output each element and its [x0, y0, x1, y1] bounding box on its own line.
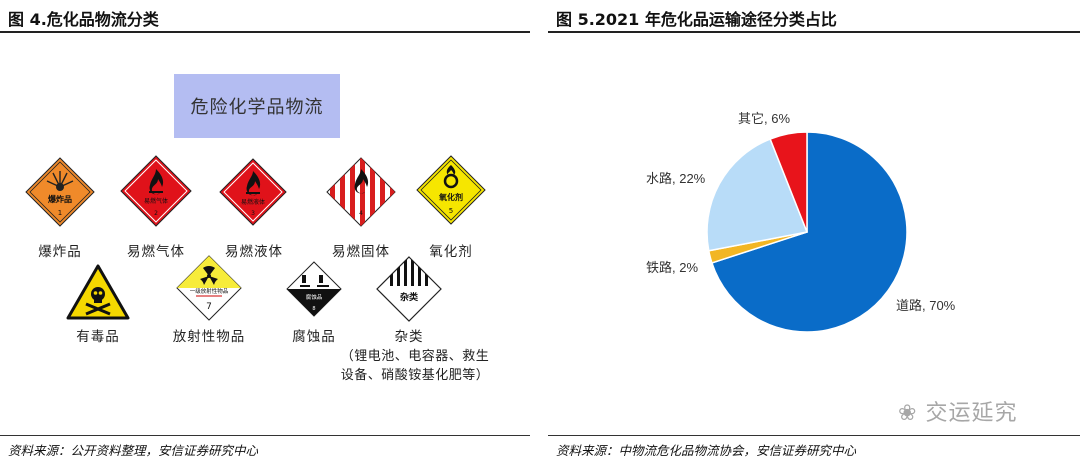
oxidizer-label: 氧化剂 — [429, 244, 473, 260]
corrosive-sign-number: 8 — [312, 306, 315, 312]
top-rule — [0, 31, 530, 33]
trefoil-icon — [200, 266, 218, 285]
oxidizer-sign-icon: 氧化剂 5 — [416, 155, 486, 225]
pie-slice-road — [710, 131, 908, 333]
figure-5-source: 资料来源：中物流危化品物流协会，安信证券研究中心 — [556, 443, 857, 458]
flammable-liquid-label: 易燃液体 — [225, 244, 283, 260]
flammable-gas-label: 易燃气体 — [127, 244, 185, 260]
flammable-gas-sign-number: 2 — [154, 210, 158, 217]
hazmat-logistics-header: 危险化学品物流 — [174, 74, 340, 138]
wechat-watermark: ❀ 交运延究 — [898, 395, 1017, 427]
miscellaneous-note: （锂电池、电容器、救生 设备、硝酸铵基化肥等） — [300, 347, 530, 385]
pie-slice-other — [769, 131, 808, 233]
watermark-text: 交运延究 — [925, 401, 1018, 426]
figure-5-title: 图 5.2021 年危化品运输途径分类占比 — [556, 10, 837, 29]
toxic-label: 有毒品 — [76, 329, 120, 345]
flammable-gas-sign-text: 易燃气体 — [144, 197, 168, 205]
top-rule — [548, 31, 1080, 33]
miscellaneous-note-line2: 设备、硝酸铵基化肥等） — [340, 368, 490, 383]
radioactive-sign-number: 7 — [206, 302, 212, 312]
pie-slice-water — [706, 138, 809, 252]
miscellaneous-note-line1: （锂电池、电容器、救生 — [340, 349, 490, 364]
bottom-rule — [548, 435, 1080, 436]
pie-chart — [706, 131, 908, 333]
radioactive-label: 放射性物品 — [172, 329, 246, 345]
oxidizer-sign-text: 氧化剂 — [438, 192, 463, 202]
wechat-icon: ❀ — [898, 401, 918, 426]
figure-4-panel: 图 4.危化品物流分类 危险化学品物流 爆炸品 1 爆炸品 易燃气体 2 — [0, 0, 530, 463]
flammable-liquid-sign-text: 易燃液体 — [241, 198, 265, 206]
figure-4-source: 资料来源：公开资料整理，安信证券研究中心 — [8, 443, 259, 458]
flame-over-circle-icon — [443, 173, 459, 189]
pie-label-rail: 铁路, 2% — [646, 260, 699, 275]
flammable-solid-sign-number: 4 — [359, 210, 363, 217]
skull-crossbones-icon — [85, 287, 111, 316]
explosives-sign-icon: 爆炸品 1 — [25, 157, 95, 227]
corrosive-sign-text: 腐蚀品 — [306, 293, 323, 301]
radioactive-sign-text: 一级放射性物品 — [190, 287, 229, 295]
miscellaneous-sign-icon: 杂类 — [376, 256, 442, 322]
corrosive-sign-icon: 腐蚀品 8 — [286, 261, 342, 317]
explosives-sign-number: 1 — [58, 209, 62, 217]
radioactive-sign-icon: 一级放射性物品 7 — [176, 255, 242, 321]
flame-icon — [149, 169, 164, 195]
figure-5-panel: 图 5.2021 年危化品运输途径分类占比 其它, 6% 水路, 22% 铁路,… — [548, 0, 1080, 463]
corrosion-icon — [300, 275, 329, 287]
explosives-label: 爆炸品 — [38, 244, 82, 260]
flammable-solid-label: 易燃固体 — [332, 244, 390, 260]
flammable-liquid-sign-number: 3 — [251, 210, 255, 217]
pie-label-other: 其它, 6% — [738, 111, 791, 126]
explosives-sign-diamond — [25, 157, 95, 227]
flammable-solid-sign-icon: 4 — [326, 157, 396, 227]
toxic-sign-icon — [66, 264, 130, 320]
explosives-sign-text: 爆炸品 — [48, 194, 72, 204]
miscellaneous-label: 杂类 — [394, 329, 424, 345]
figure-4-title: 图 4.危化品物流分类 — [8, 10, 159, 29]
flammable-liquid-sign-icon: 易燃液体 3 — [219, 158, 287, 226]
oxidizer-sign-number: 5 — [449, 207, 453, 215]
bottom-rule — [0, 435, 530, 436]
flame-icon — [354, 169, 369, 194]
corrosive-label: 腐蚀品 — [292, 329, 336, 345]
pie-label-water: 水路, 22% — [646, 171, 706, 186]
flame-icon — [246, 171, 261, 196]
pie-label-road: 道路, 70% — [896, 298, 956, 313]
flammable-gas-sign-icon: 易燃气体 2 — [120, 155, 192, 227]
miscellaneous-sign-text: 杂类 — [400, 291, 419, 303]
